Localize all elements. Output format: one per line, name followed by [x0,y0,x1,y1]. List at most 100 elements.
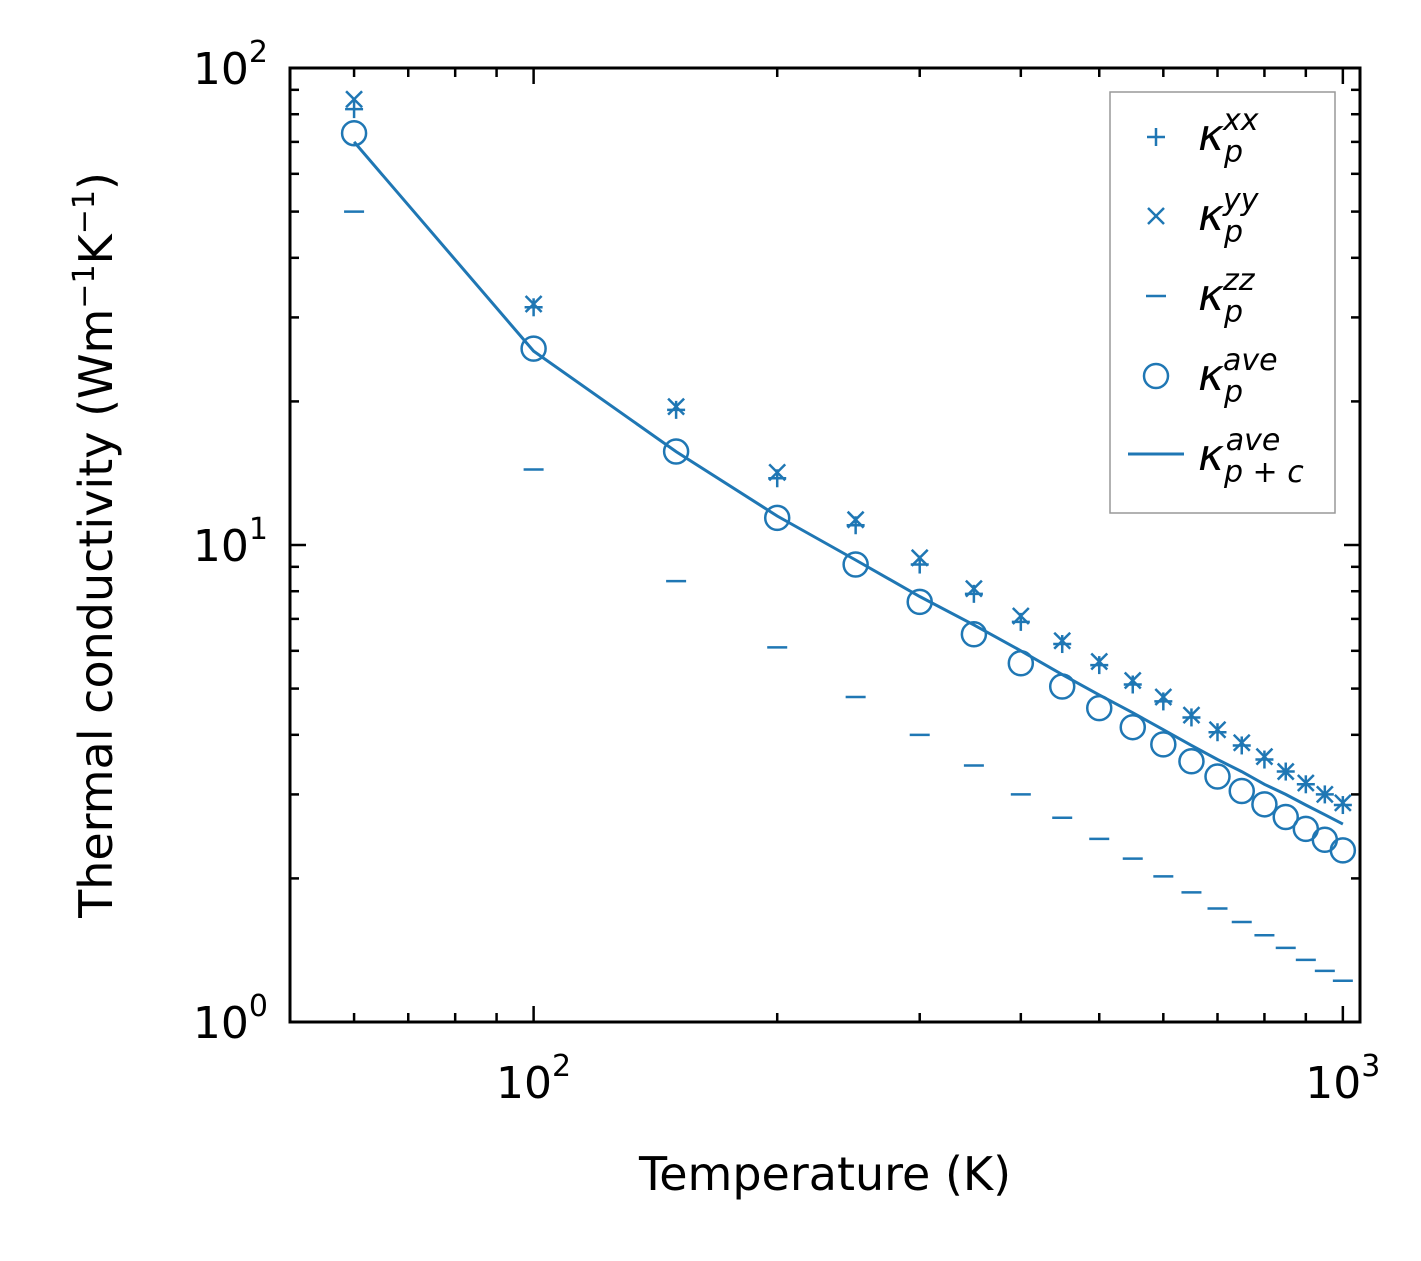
point-kappa_p_yy [1315,785,1334,804]
y-tick-label-exp: 1 [249,512,268,547]
point-kappa_p_ave [1251,791,1278,818]
series-kappa_p_ave [340,119,1357,864]
point-kappa_p_xx [1333,796,1352,815]
point-kappa_p_yy-d2 [965,579,983,598]
point-kappa_p_yy [667,397,685,416]
point-kappa_p_yy-d2 [1232,733,1251,752]
legend-frame [1109,91,1336,514]
point-kappa_p_ave [1119,713,1146,741]
point-kappa_p_yy [1208,720,1227,739]
point-kappa_p_yy [1011,607,1030,625]
legend: κpxx κpyy κpzz κpave κp + cave [1109,91,1336,514]
point-kappa_p_ave [960,620,988,648]
point-kappa_p_xx [1090,656,1109,675]
point-kappa_p_yy-d2 [910,548,929,567]
legend-marker-circle [1142,362,1170,390]
point-kappa_p_xx [1232,736,1251,755]
point-kappa_p_yy-d2 [1255,747,1274,766]
y-axis-label-mid: K [69,232,123,264]
point-kappa_p_yy [1276,762,1295,781]
point-kappa_p_yy-d2 [1333,793,1352,812]
legend-label-yy: κpyy [1198,183,1260,250]
legend-label-pc-ave: κp + cave [1198,423,1304,490]
point-kappa_p_xx [1053,635,1072,654]
plot-marks [340,90,1357,983]
point-kappa_p_yy [846,510,865,529]
point-kappa_p_ave [1228,777,1255,805]
point-kappa_p_yy [1232,733,1251,752]
point-kappa_p_yy [768,463,787,482]
legend-marker-x [1147,207,1165,225]
point-kappa_p_xx [345,100,364,119]
point-kappa_p_yy [1090,652,1109,671]
point-kappa_p_ave [1178,748,1205,775]
point-kappa_p_yy-d2 [1315,785,1334,804]
y-tick-label: 101 [193,512,268,572]
x-axis-label: Temperature (K) [638,1147,1011,1201]
y-tick-label-exp: 2 [249,35,268,70]
point-kappa_p_yy [1182,706,1201,724]
x-tick-label-base: 10 [1305,1058,1361,1109]
series-kappa_p_zz [344,210,1353,983]
point-kappa_p_ave [1329,837,1357,864]
y-axis-label-exp1: −1 [67,264,102,308]
point-kappa_p_yy-d2 [1090,652,1109,671]
point-kappa_p_yy [1255,747,1274,766]
legend-label-zz: κpzz [1198,263,1256,330]
x-tick-label-exp: 2 [552,1049,571,1084]
y-axis-label-end: ) [69,172,123,190]
point-kappa_p_yy [1296,774,1315,792]
legend-label-xx: κpxx [1198,103,1259,170]
y-tick-label: 100 [193,989,268,1049]
x-tick-label: 103 [1305,1049,1380,1109]
point-kappa_p_yy [1333,793,1352,812]
point-kappa_p_yy [345,90,363,109]
point-kappa_p_yy-d2 [1011,607,1030,625]
point-kappa_p_yy-d2 [1154,688,1173,706]
point-kappa_p_yy-d2 [345,90,363,109]
point-kappa_p_ave [1272,803,1299,831]
plot-frame [288,66,1362,1024]
point-kappa_p_yy-d2 [1296,774,1315,792]
point-kappa_p_ave [340,119,368,147]
legend-markers [1128,128,1184,456]
point-kappa_p_yy [524,295,543,313]
point-kappa_p_xx [524,298,543,317]
point-kappa_p_xx [1182,708,1201,727]
point-kappa_p_yy-d2 [1123,671,1142,690]
point-kappa_p_xx [1123,675,1142,694]
legend-marker-x-d2 [1147,207,1165,225]
point-kappa_p_yy-d2 [667,397,685,416]
point-kappa_p_yy [1154,688,1173,706]
legend-marker-plus [1147,128,1165,146]
point-kappa_p_yy-d2 [1276,762,1295,781]
point-kappa_p_yy-d2 [1182,706,1201,724]
point-kappa_p_ave [1150,731,1177,758]
point-kappa_p_yy-d2 [846,510,865,529]
x-tick-label-exp: 3 [1361,1049,1380,1084]
y-axis-label-main: Thermal conductivity (Wm [69,309,123,919]
point-kappa_p_yy-d2 [524,295,543,313]
series-kappa_pc_ave [352,140,1344,826]
legend-label-ave: κpave [1198,343,1278,410]
point-kappa_p_xx [1208,723,1227,742]
series-kappa_p_yy [345,90,1352,812]
point-kappa_p_ave [842,551,869,578]
point-kappa_p_yy-d2 [768,463,787,482]
series-line-kappa_pc_ave [352,140,1344,826]
y-tick-label-exp: 0 [249,989,268,1024]
point-kappa_p_ave [520,335,547,362]
point-kappa_p_yy [1053,631,1072,650]
point-kappa_p_ave [662,438,690,465]
x-tick-labels: 102 103 [496,1049,1380,1109]
x-tick-label-base: 10 [496,1058,552,1109]
point-kappa_p_ave [1204,763,1231,790]
point-kappa_p_yy [1123,671,1142,690]
y-tick-label-base: 10 [193,998,249,1049]
x-tick-label: 102 [496,1049,571,1109]
point-kappa_p_yy [965,579,983,598]
y-tick-label-base: 10 [193,521,249,572]
y-axis-label-exp2: −1 [67,190,102,234]
